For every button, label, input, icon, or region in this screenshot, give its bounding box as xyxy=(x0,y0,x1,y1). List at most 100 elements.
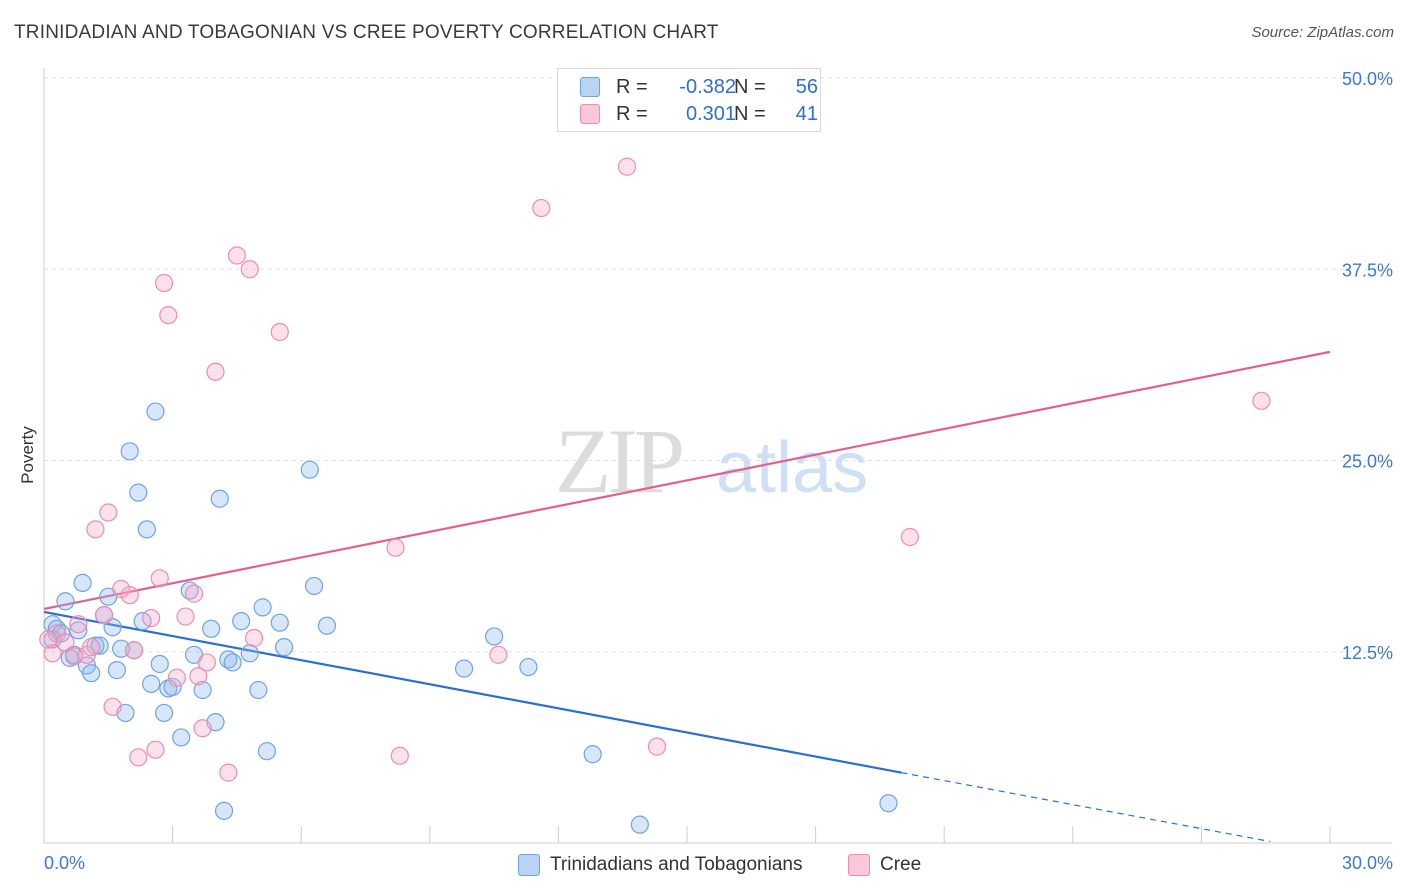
point-trinidadian xyxy=(150,654,169,674)
legend-r-label: R = xyxy=(616,76,648,98)
point-cree xyxy=(159,306,178,325)
point-trinidadian xyxy=(630,815,649,834)
point-cree xyxy=(197,653,216,672)
legend-n-label: N = xyxy=(734,76,766,98)
y-tick-label: 25.0% xyxy=(1342,452,1393,472)
watermark-zip: ZIP xyxy=(555,410,682,512)
point-cree xyxy=(193,719,212,738)
point-trinidadian xyxy=(129,483,148,502)
point-cree xyxy=(150,569,169,588)
point-cree xyxy=(244,628,264,648)
point-trinidadian xyxy=(107,661,126,680)
point-trinidadian xyxy=(210,489,229,508)
point-trinidadian xyxy=(519,657,538,677)
point-trinidadian xyxy=(583,745,602,764)
point-cree xyxy=(219,763,238,782)
point-trinidadian xyxy=(454,659,474,678)
point-trinidadian xyxy=(253,598,272,617)
point-cree xyxy=(390,746,409,765)
correlation-legend: R = -0.382 N = 56 R = 0.301 N = 41 xyxy=(557,68,821,132)
legend-n-label: N = xyxy=(734,103,766,125)
trendline-trinidadian xyxy=(43,610,902,774)
point-trinidadian xyxy=(154,703,174,723)
point-cree xyxy=(189,667,208,686)
data-points xyxy=(39,157,1271,834)
x-tick-label: 30.0% xyxy=(1342,853,1393,873)
chart-title: TRINIDADIAN AND TOBAGONIAN VS CREE POVER… xyxy=(14,22,719,43)
point-cree xyxy=(86,520,105,539)
point-trinidadian xyxy=(172,728,191,747)
point-trinidadian xyxy=(82,664,101,683)
point-trinidadian xyxy=(879,794,898,813)
point-cree xyxy=(94,605,114,625)
axes xyxy=(43,68,1392,844)
legend-r-value: 0.301 xyxy=(685,103,736,125)
y-tick-label: 50.0% xyxy=(1342,69,1393,89)
y-tick-label: 37.5% xyxy=(1342,260,1393,280)
point-cree xyxy=(227,246,246,265)
point-trinidadian xyxy=(214,801,234,820)
point-cree xyxy=(39,630,58,649)
point-trinidadian xyxy=(485,627,504,646)
point-cree xyxy=(184,584,204,603)
point-cree xyxy=(129,748,148,767)
point-trinidadian xyxy=(73,573,92,593)
point-trinidadian xyxy=(317,616,337,635)
point-trinidadian xyxy=(223,653,242,672)
trendline-trinidadian-extension xyxy=(901,772,1271,843)
point-cree xyxy=(167,668,186,687)
point-trinidadian xyxy=(249,680,268,700)
legend-n-value: 41 xyxy=(795,103,818,125)
legend-swatch-series-1 xyxy=(580,77,600,97)
point-cree xyxy=(124,641,144,660)
point-cree xyxy=(1252,391,1271,410)
y-tick-label: 12.5% xyxy=(1342,643,1393,663)
point-trinidadian xyxy=(257,742,277,761)
point-cree xyxy=(617,157,637,176)
trendline-cree xyxy=(43,350,1331,610)
bottom-legend-label-series-1: Trinidadians and Tobagonians xyxy=(550,854,803,875)
point-cree xyxy=(43,644,62,663)
point-cree xyxy=(103,697,122,716)
point-trinidadian xyxy=(120,442,139,461)
point-trinidadian xyxy=(193,680,212,700)
point-cree xyxy=(532,198,551,218)
watermark: ZIP atlas xyxy=(555,410,868,512)
point-trinidadian xyxy=(146,402,165,421)
point-trinidadian xyxy=(137,520,156,539)
watermark-atlas: atlas xyxy=(716,428,868,508)
bottom-legend-label-series-2: Cree xyxy=(880,854,922,875)
point-cree xyxy=(647,737,667,756)
grid-lines xyxy=(44,77,1392,653)
point-cree xyxy=(99,503,118,522)
point-cree xyxy=(176,607,195,626)
point-cree xyxy=(120,586,139,605)
point-cree xyxy=(489,645,508,664)
point-cree xyxy=(154,273,174,293)
trend-lines xyxy=(43,350,1331,843)
point-cree xyxy=(69,615,88,634)
point-cree xyxy=(82,638,101,657)
point-cree xyxy=(146,740,165,759)
point-trinidadian xyxy=(69,621,88,640)
point-cree xyxy=(56,633,75,652)
point-trinidadian xyxy=(202,619,221,638)
point-cree xyxy=(270,322,289,342)
point-trinidadian xyxy=(232,612,251,631)
point-cree xyxy=(900,527,920,547)
point-trinidadian xyxy=(56,592,75,611)
point-trinidadian xyxy=(270,613,289,632)
legend-r-label: R = xyxy=(616,103,648,125)
x-tick-label: 0.0% xyxy=(44,853,85,873)
point-cree xyxy=(240,260,259,279)
source-label: Source: ZipAtlas.com xyxy=(1251,24,1394,41)
point-trinidadian xyxy=(274,638,294,657)
point-trinidadian xyxy=(142,674,161,693)
point-trinidadian xyxy=(240,644,259,663)
point-trinidadian xyxy=(304,576,324,596)
point-cree xyxy=(386,538,405,557)
legend-r-value: -0.382 xyxy=(679,76,736,98)
bottom-legend-swatch-series-2 xyxy=(848,854,870,876)
bottom-legend-swatch-series-1 xyxy=(518,854,540,876)
